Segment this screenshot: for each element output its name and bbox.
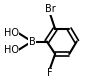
Text: Br: Br <box>45 4 56 14</box>
Text: B: B <box>29 37 35 46</box>
Text: HO: HO <box>4 28 19 38</box>
Text: F: F <box>47 68 53 78</box>
Text: HO: HO <box>4 45 19 55</box>
